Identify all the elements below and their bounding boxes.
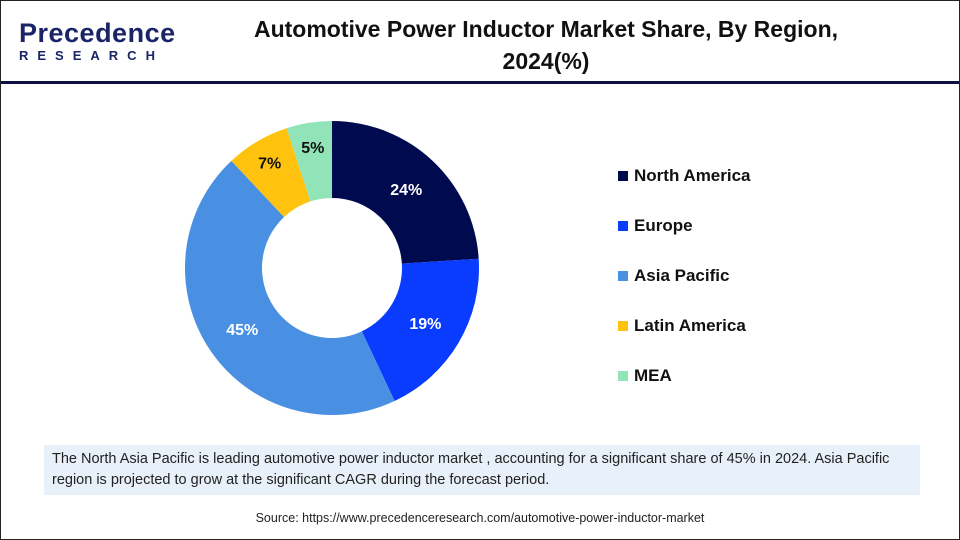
legend-swatch xyxy=(618,221,628,231)
legend: North America Europe Asia Pacific Latin Ame… xyxy=(618,151,751,401)
logo-top-text: Precedence xyxy=(19,18,176,48)
donut-chart: 24% 19% 45% 7% 5% xyxy=(185,121,479,415)
legend-label: Asia Pacific xyxy=(634,266,730,285)
slice-north-america xyxy=(332,121,479,264)
legend-item: MEA xyxy=(618,351,751,401)
legend-item: North America xyxy=(618,151,751,201)
slice-asia-pacific xyxy=(185,160,395,415)
legend-item: Europe xyxy=(618,201,751,251)
legend-item: Latin America xyxy=(618,301,751,351)
precedence-research-logo: Precedence RESEARCH xyxy=(19,19,176,63)
legend-label: Europe xyxy=(634,216,693,235)
legend-item: Asia Pacific xyxy=(618,251,751,301)
slice-latin-america xyxy=(231,128,311,217)
data-label: 24% xyxy=(390,182,422,199)
source-text: Source: https://www.precedenceresearch.c… xyxy=(255,511,705,525)
slice-mea xyxy=(286,121,332,202)
legend-swatch xyxy=(618,271,628,281)
chart-title: Automotive Power Inductor Market Share, … xyxy=(253,16,839,74)
legend-label: North America xyxy=(634,166,751,185)
slice-europe xyxy=(361,258,479,402)
data-label: 19% xyxy=(409,316,441,333)
legend-label: MEA xyxy=(634,366,672,385)
legend-swatch xyxy=(618,371,628,381)
legend-swatch xyxy=(618,171,628,181)
data-label: 5% xyxy=(301,140,324,157)
summary-note: The North Asia Pacific is leading automo… xyxy=(44,445,920,495)
legend-swatch xyxy=(618,321,628,331)
legend-label: Latin America xyxy=(634,316,746,335)
header: Precedence RESEARCH Automotive Power Ind… xyxy=(1,1,959,84)
logo-bottom-text: RESEARCH xyxy=(19,48,164,63)
data-label: 45% xyxy=(226,322,258,339)
data-label: 7% xyxy=(258,156,281,173)
